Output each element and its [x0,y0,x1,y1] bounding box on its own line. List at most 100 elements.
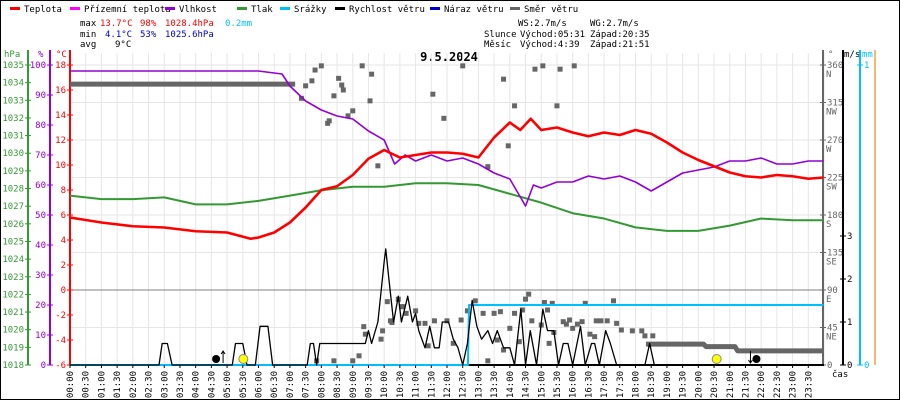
x-tick-label: 17:00 [600,371,610,398]
wind-direction-point [604,318,610,324]
axis-tick-label: 0 [827,361,832,371]
wind-direction-point [541,300,547,305]
x-tick-label: 19:30 [679,371,689,398]
wind-direction-point [298,95,304,101]
x-tick-label: 22:30 [773,371,783,398]
x-tick-label: 08:30 [333,371,343,398]
wind-direction-point [593,318,599,324]
axis-tick-label: 1018 [2,361,24,371]
legend-swatch [280,7,290,10]
wind-direction-point [458,317,464,323]
x-tick-label: 16:30 [584,371,594,398]
axis-unit: °C [56,50,67,60]
wind-direction-point [639,328,645,334]
wind-direction-point [318,63,324,69]
wind-direction-point [563,321,569,327]
axis-tick-label: 4 [61,236,66,246]
axis-tick-label: -4 [55,336,66,346]
x-tick-label: 03:00 [160,371,170,398]
axis-tick-label: 180 [827,211,843,221]
compass-label: SW [826,183,837,193]
humidity-line [70,70,824,207]
legend: Teplota Přízemní teplota Vlhkost Tlak Srážky… [10,5,578,15]
x-tick-label: 05:30 [239,371,249,398]
wind-direction-point [389,320,395,325]
axis-tick-label: 1023 [2,273,24,283]
wind-direction-point [507,325,513,331]
wind-direction-point [350,108,356,114]
wind-direction-point [512,103,518,109]
axis-unit: % [38,50,44,60]
wind-speed-max: WS:2.7m/s [518,19,567,29]
x-tick-label: 14:00 [506,371,516,398]
wind-direction-point [378,336,384,342]
legend-swatch [165,7,175,10]
axis-tick-label: 1034 [2,79,24,89]
wind-direction-point [350,358,356,364]
legend-item: Rychlost větru [349,5,425,15]
wind-direction-point [512,310,518,316]
axis-tick-label: -2 [55,311,66,321]
wind-direction-point [485,164,491,170]
x-tick-label: 03:30 [176,371,186,398]
wind-direction-point [367,98,373,104]
wind-direction-point [557,66,563,72]
axis-tick-label: 6 [61,211,66,221]
x-tick-label: 22:00 [757,371,767,398]
axis-tick-label: 50 [35,211,46,221]
stats-block: max 13.7°C 98% 1028.4hPa 0.2mm min 4.1°C… [80,19,650,50]
wind-direction-point [554,103,560,109]
x-tick-label: 18:00 [632,371,642,398]
moonset-moon-icon [752,355,761,363]
axis-tick-label: 40 [35,241,46,251]
axis-tick-label: 20 [35,301,46,311]
axis-tick-label: 14 [55,111,66,121]
wind-direction-point [570,325,576,331]
max-label: max [80,19,97,29]
x-tick-label: 05:00 [223,371,233,398]
wind-direction-point [642,333,648,339]
wind-direction-point [582,300,588,306]
axis-tick-label: 1030 [2,149,24,159]
min-humidity: 53% [140,30,157,40]
compass-label: NW [826,108,837,118]
legend-swatch [335,7,345,10]
wind-direction-point [309,78,315,84]
wind-direction-point [545,307,551,313]
x-tick-label: 21:00 [726,371,736,398]
wind-direction-point [505,143,511,149]
wind-direction-point [331,358,337,364]
compass-label: S [826,220,831,230]
legend-swatch [237,7,247,10]
x-tick-label: 01:00 [97,371,107,398]
max-temp: 13.7°C [100,19,133,29]
wind-direction-point [384,299,390,305]
legend-item: Teplota [24,5,62,15]
wind-direction-point [336,75,342,81]
moonrise-moon-icon [212,355,221,363]
legend-swatch [430,7,440,10]
axis-tick-label: 0 [41,361,46,371]
x-tick-label: 02:30 [145,371,155,398]
sun-label: Slunce [484,30,517,40]
max-precip: 0.2mm [225,19,252,29]
legend-item: Směr větru [524,5,578,15]
axis-tick-label: 1019 [2,343,24,353]
x-tick-label: 17:30 [616,371,626,398]
x-tick-label: 01:30 [113,371,123,398]
x-axis: 00:00 00:30 01:00 01:30 02:00 02:30 03:00 03:30… [66,365,814,398]
x-tick-label: 09:30 [364,371,374,398]
wind-direction-point [587,331,593,337]
legend-item: Náraz větru [444,5,504,15]
wind-direction-point [413,308,419,314]
x-tick-label: 00:00 [66,371,76,398]
wind-direction-point [592,334,598,340]
wind-direction-point [400,304,406,310]
wind-direction-point [485,358,491,364]
axis-tick-label: 2 [61,261,66,271]
axis-tick-label: 90 [827,286,838,296]
x-tick-label: 14:30 [522,371,532,398]
wind-direction-point [339,82,345,88]
x-tick-label: 23:30 [804,371,814,398]
wind-direction-point [571,63,577,69]
